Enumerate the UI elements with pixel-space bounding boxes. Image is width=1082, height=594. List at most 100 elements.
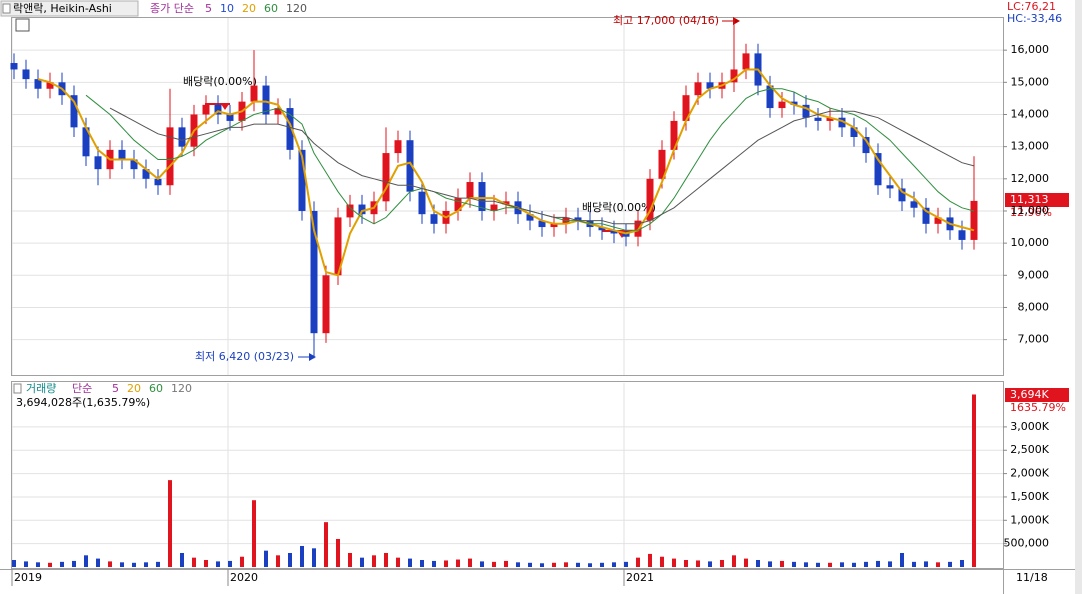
candle-body (610, 230, 618, 234)
candle-body (22, 69, 30, 80)
volume-bar (588, 563, 592, 567)
chart-title: 락앤락, Heikin-Ashi (13, 2, 112, 15)
candle-body (466, 182, 474, 199)
volume-bar (780, 560, 784, 567)
candle-body (622, 233, 630, 237)
candle-body (202, 104, 210, 115)
volume-bar (804, 562, 808, 567)
volume-bar (360, 557, 364, 567)
candle-body (346, 204, 354, 218)
volume-bar (852, 562, 856, 567)
y-tick-label: 1,500K (1010, 490, 1049, 503)
volume-bar (48, 562, 52, 567)
volume-legend: 5 20 60 120 (112, 382, 192, 395)
volume-bar (948, 561, 952, 567)
volume-bar (228, 560, 232, 567)
candle-body (298, 149, 306, 211)
volume-bar (600, 562, 604, 567)
y-tick-label: 500,000 (1004, 537, 1050, 550)
candle-body (538, 220, 546, 228)
candle-body (850, 127, 858, 137)
volume-bar (504, 560, 508, 567)
volume-bar (348, 552, 352, 567)
volume-bar (744, 558, 748, 567)
candle-body (550, 223, 558, 228)
volume-bar (288, 552, 292, 567)
legend-item: 10 (220, 2, 234, 15)
candle-body (910, 201, 918, 208)
ex-dividend-marker (221, 104, 229, 110)
volume-bar (240, 556, 244, 567)
volume-bar (60, 561, 64, 567)
candle-body (454, 198, 462, 211)
ma-legend: 5 10 20 60 120 (205, 2, 307, 15)
y-tick-label: 13,000 (1011, 140, 1050, 153)
volume-bar (648, 553, 652, 567)
candle-body (286, 108, 294, 150)
candle-body (814, 117, 822, 121)
candle-body (418, 191, 426, 215)
legend-item: 120 (286, 2, 307, 15)
toolbar-icon[interactable] (15, 18, 30, 32)
y-tick-label: 10,000 (1011, 236, 1050, 249)
candle-body (658, 149, 666, 179)
high-arrow-head (733, 17, 740, 25)
candle-body (94, 156, 102, 170)
volume-bar (12, 559, 16, 567)
candle-body (478, 182, 486, 211)
last-price-box (1005, 193, 1069, 207)
volume-icon[interactable] (13, 383, 22, 394)
volume-bar (720, 559, 724, 567)
volume-bar (204, 559, 208, 567)
candle-body (70, 95, 78, 128)
candle-body (790, 101, 798, 105)
volume-bar (912, 561, 916, 567)
title-box[interactable] (0, 0, 139, 17)
candle-body (862, 137, 870, 154)
candle-body (922, 207, 930, 224)
candle-body (778, 101, 786, 109)
volume-bar (372, 555, 376, 567)
volume-bar (120, 562, 124, 567)
low-annotation: 최저 6,420 (03/23) (195, 350, 294, 363)
candle-body (394, 140, 402, 154)
volume-bar (456, 559, 460, 567)
y-tick-label: 11,000 (1011, 204, 1050, 217)
volume-bar (480, 561, 484, 567)
y-tick-label: 2,500K (1010, 443, 1049, 456)
last-volume-box (1005, 388, 1069, 402)
last-change-label: 12.96% (1010, 206, 1052, 219)
y-tick-label: 8,000 (1018, 300, 1050, 313)
volume-bar (552, 562, 556, 567)
volume-bar (168, 480, 172, 567)
ex-dividend-label: 배당락(0.00%) (183, 75, 257, 88)
volume-bar (708, 561, 712, 567)
candle-body (274, 108, 282, 115)
volume-bar (672, 558, 676, 567)
volume-bar (636, 557, 640, 567)
candle-body (34, 79, 42, 89)
legend-item: 5 (205, 2, 212, 15)
y-tick-label: 7,000 (1018, 333, 1050, 346)
candle-body (898, 188, 906, 202)
volume-bar (72, 560, 76, 567)
y-tick-label: 2,000K (1010, 467, 1049, 480)
volume-bar (792, 561, 796, 567)
candle-body (382, 153, 390, 202)
y-tick-label: 12,000 (1011, 172, 1050, 185)
candle-body (142, 169, 150, 179)
volume-bar (324, 522, 328, 567)
volume-subtitle: 3,694,028주(1,635.79%) (16, 396, 150, 409)
volume-bar (468, 558, 472, 567)
volume-bar (864, 561, 868, 567)
legend-item: 120 (171, 382, 192, 395)
volume-bar (132, 562, 136, 567)
ma-legend-label: 종가 단순 (150, 2, 194, 15)
volume-bar (732, 555, 736, 567)
volume-title: 거래량 (26, 382, 56, 395)
volume-bar (576, 562, 580, 567)
candle-body (154, 178, 162, 186)
candle-body (166, 127, 174, 186)
volume-bar (564, 562, 568, 567)
volume-bar (960, 559, 964, 567)
